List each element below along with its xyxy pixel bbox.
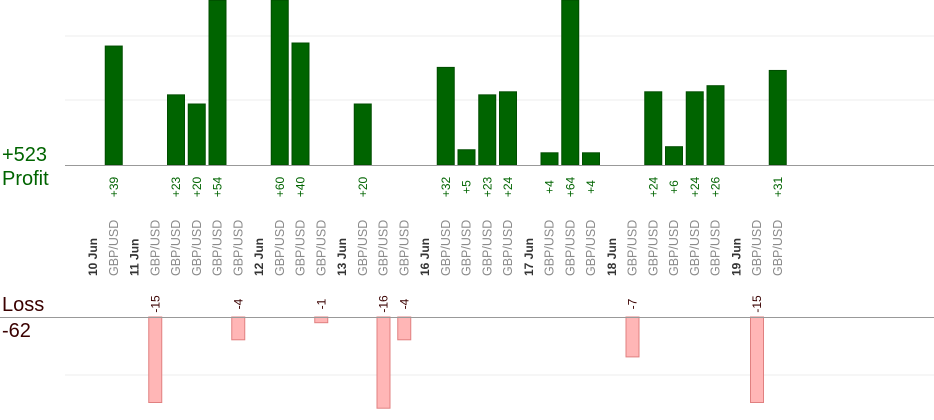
symbol-label: GBP/USD [273, 220, 287, 276]
profit-value-label: +20 [190, 176, 204, 197]
profit-bar [104, 45, 123, 166]
symbol-label: GBP/USD [231, 220, 245, 276]
profit-value-label: +31 [771, 176, 785, 197]
loss-value-label: -16 [377, 295, 391, 313]
symbol-label: GBP/USD [397, 220, 411, 276]
column-labels: 10 Jun GBP/USD +39 11 Jun GBP/USD -15 GBP/USD +… [86, 176, 785, 312]
symbol-label: GBP/USD [460, 220, 474, 276]
profit-value-label: +20 [356, 176, 370, 197]
profit-value-label: +32 [439, 176, 453, 197]
symbol-label: GBP/USD [439, 220, 453, 276]
symbol-label: GBP/USD [646, 220, 660, 276]
profit-bar [353, 103, 372, 166]
profit-value-label: +40 [294, 176, 308, 197]
symbol-label: GBP/USD [543, 220, 557, 276]
symbol-label: GBP/USD [377, 220, 391, 276]
date-label: 17 Jun [522, 238, 536, 276]
symbol-label: GBP/USD [626, 220, 640, 276]
symbol-label: GBP/USD [501, 220, 515, 276]
symbol-label: GBP/USD [107, 220, 121, 276]
baselines [0, 165, 934, 318]
date-label: 10 Jun [86, 238, 100, 276]
profit-bar [540, 152, 559, 166]
loss-label: Loss [2, 294, 45, 316]
loss-bar [376, 316, 391, 409]
date-label: 19 Jun [729, 238, 743, 276]
loss-bars [148, 316, 764, 409]
profit-value-label: +54 [211, 176, 225, 197]
loss-total: -62 [2, 320, 31, 342]
profit-value-label: +60 [273, 176, 287, 197]
symbol-label: GBP/USD [771, 220, 785, 276]
profit-bar [499, 91, 517, 166]
profit-value-label: +4 [543, 180, 557, 194]
profit-bar [644, 91, 663, 166]
loss-value-label: -15 [148, 295, 162, 313]
loss-value-label: -1 [314, 298, 328, 309]
symbol-label: GBP/USD [688, 220, 702, 276]
loss-bar [750, 316, 764, 403]
profit-bars [104, 0, 787, 166]
loss-value-label: -7 [626, 298, 640, 309]
symbol-label: GBP/USD [480, 220, 494, 276]
grid-lines [65, 35, 934, 376]
profit-bar [167, 94, 185, 166]
profit-bar [706, 85, 725, 166]
profit-bar [665, 146, 683, 166]
loss-bar [231, 316, 246, 341]
symbol-label: GBP/USD [190, 220, 204, 276]
profit-value-label: +23 [480, 176, 494, 197]
profit-bar [291, 42, 310, 166]
date-label: 13 Jun [335, 238, 349, 276]
symbol-label: GBP/USD [148, 220, 162, 276]
profit-label: Profit [2, 168, 49, 190]
symbol-label: GBP/USD [169, 220, 183, 276]
loss-value-label: -4 [231, 298, 245, 309]
profit-value-label: +23 [169, 176, 183, 197]
loss-bar [397, 316, 412, 341]
symbol-label: GBP/USD [709, 220, 723, 276]
profit-value-label: +24 [646, 176, 660, 197]
profit-bar [457, 149, 476, 166]
loss-bar [625, 316, 640, 358]
symbol-label: GBP/USD [563, 220, 577, 276]
symbol-label: GBP/USD [584, 220, 598, 276]
loss-bar [148, 316, 163, 403]
symbol-label: GBP/USD [356, 220, 370, 276]
profit-value-label: +26 [709, 176, 723, 197]
symbol-label: GBP/USD [667, 220, 681, 276]
profit-bar [208, 0, 227, 166]
profit-value-label: +39 [107, 176, 121, 197]
date-label: 18 Jun [605, 238, 619, 276]
profit-bar [436, 66, 455, 166]
profit-value-label: +6 [667, 180, 681, 194]
profit-bar [270, 0, 289, 166]
profit-bar [685, 91, 704, 166]
date-label: 16 Jun [418, 238, 432, 276]
profit-value-label: +4 [584, 180, 598, 194]
date-label: 11 Jun [128, 239, 142, 276]
date-label: 12 Jun [252, 238, 266, 276]
profit-value-label: +24 [688, 176, 702, 197]
profit-value-label: +24 [501, 176, 515, 197]
loss-value-label: -4 [397, 298, 411, 309]
symbol-label: GBP/USD [750, 220, 764, 276]
symbol-label: GBP/USD [211, 220, 225, 276]
profit-bar [768, 69, 787, 166]
profit-bar [478, 94, 497, 166]
profit-total: +523 [2, 144, 48, 166]
profit-bar [582, 152, 600, 166]
loss-value-label: -15 [750, 295, 764, 313]
symbol-label: GBP/USD [294, 220, 308, 276]
profit-bar [561, 0, 580, 166]
profit-bar [187, 103, 206, 166]
symbol-label: GBP/USD [314, 220, 328, 276]
profit-value-label: +64 [563, 176, 577, 197]
profit-value-label: +5 [460, 180, 474, 194]
